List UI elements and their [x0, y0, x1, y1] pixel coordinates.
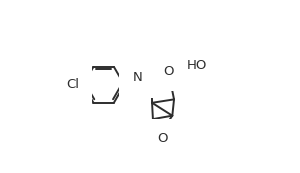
- Text: O: O: [158, 132, 168, 145]
- Text: N: N: [132, 71, 142, 84]
- Text: Cl: Cl: [66, 78, 79, 91]
- Text: O: O: [163, 65, 174, 78]
- Text: O: O: [200, 74, 211, 87]
- Text: HO: HO: [187, 59, 208, 72]
